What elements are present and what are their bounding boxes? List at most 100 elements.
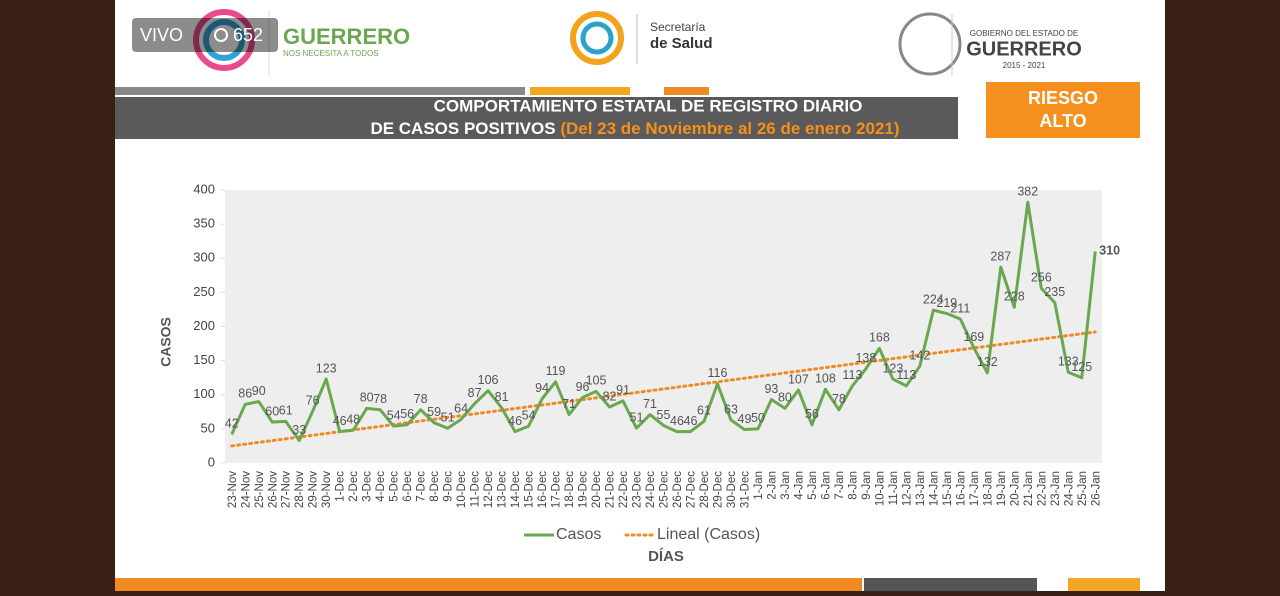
data-label: 310 [1099,244,1120,258]
eye-icon [214,28,228,42]
data-label: 138 [855,351,876,365]
x-tick-label: 28-Nov [294,471,306,508]
data-label: 169 [963,330,984,344]
x-tick-label: 5-Jan [807,471,819,500]
x-tick-label: 24-Nov [240,471,252,508]
data-label: 46 [684,414,698,428]
x-tick-label: 12-Dec [483,471,495,508]
x-tick-label: 7-Jan [834,471,846,500]
data-label: 64 [454,402,468,416]
x-tick-label: 22-Dec [618,471,630,508]
x-tick-label: 6-Dec [402,471,414,502]
data-label: 61 [279,404,293,418]
y-tick-label: 400 [193,181,215,196]
data-label: 78 [832,392,846,406]
x-tick-label: 21-Dec [605,471,617,508]
risk-box [986,82,1140,138]
x-tick-label: 11-Jan [888,471,900,505]
x-tick-label: 2-Dec [348,471,360,502]
data-label: 113 [842,368,862,382]
data-label: 168 [869,331,890,345]
data-label: 256 [1031,271,1052,285]
data-label: 96 [576,380,590,394]
x-tick-label: 29-Nov [308,471,320,508]
data-label: 46 [670,414,684,428]
data-label: 219 [936,296,957,310]
data-label: 123 [316,361,337,375]
data-label: 105 [586,374,607,388]
x-tick-label: 11-Dec [470,471,482,507]
data-label: 61 [697,404,711,418]
x-tick-label: 8-Jan [847,471,859,500]
side-right [1165,0,1280,591]
y-tick-label: 350 [193,216,215,231]
x-tick-label: 16-Dec [537,471,549,508]
data-label: 46 [333,414,347,428]
x-tick-label: 3-Jan [780,471,792,500]
x-tick-label: 22-Jan [1036,471,1048,506]
x-tick-label: 1-Jan [753,471,765,500]
live-badge [132,18,278,52]
x-tick-label: 23-Jan [1050,471,1062,506]
data-label: 142 [909,348,930,362]
stripe [115,578,862,591]
data-label: 116 [708,366,728,380]
ministry: de Salud [650,35,713,52]
logo-icon [193,9,962,76]
x-tick-label: 18-Jan [982,471,994,506]
data-label: 81 [495,390,509,404]
title: COMPORTAMIENTO ESTATAL DE REGISTRO DIARI… [434,96,863,115]
x-tick-label: 18-Dec [564,471,576,508]
x-tick-label: 28-Dec [699,471,711,508]
x-axis-title: DÍAS [648,548,684,565]
x-tick-label: 13-Dec [497,471,509,508]
data-label: 107 [788,372,809,386]
data-label: 46 [508,414,522,428]
x-tick-label: 14-Dec [510,471,522,508]
side-left [0,0,115,591]
x-tick-label: 19-Dec [578,471,590,508]
data-label: 49 [738,412,752,426]
x-tick-label: 30-Nov [321,471,333,508]
data-label: 123 [882,361,903,375]
data-label: 56 [400,407,414,421]
data-label: 235 [1044,285,1065,299]
data-label: 224 [923,292,944,306]
x-tick-label: 20-Dec [591,471,603,508]
data-label: 91 [616,383,630,397]
x-tick-label: 17-Jan [969,471,981,506]
data-label: 76 [306,393,320,407]
data-label: 56 [805,407,819,421]
stripe [530,87,630,95]
data-label: 94 [535,381,549,395]
data-label: 54 [387,408,401,422]
stripe [664,87,709,95]
y-tick-label: 200 [193,318,215,333]
x-tick-label: 25-Dec [659,471,671,508]
x-tick-label: 31-Dec [739,471,751,508]
data-label: 50 [751,411,765,425]
x-tick-label: 17-Dec [551,471,563,508]
chart: 0 50 100 150 200 250 300 350 400 23-Nov 24-Nov 25-N… [193,181,1120,543]
trend-line [230,330,1097,448]
x-tick-label: 13-Jan [915,471,927,506]
x-tick-label: 4-Dec [375,471,387,502]
x-tick-label: 2-Jan [766,471,778,500]
data-label: 55 [657,408,671,422]
data-label: 113 [896,368,916,382]
data-label: 42 [225,417,239,431]
x-tick-label: 15-Dec [524,471,536,508]
x-tick-label: 8-Dec [429,471,441,502]
viewers: 652 [233,25,263,45]
gov: GOBIERNO DEL ESTADO DE [970,29,1078,38]
data-label: 119 [546,364,566,378]
x-tick-label: 25-Nov [254,471,266,508]
data-label: 125 [1071,360,1092,374]
title: DE CASOS POSITIVOS (Del 23 de Noviembre … [370,119,899,138]
y-tick-label: 250 [193,284,215,299]
data-label: 228 [1004,290,1025,304]
x-tick-label: 24-Dec [645,471,657,508]
stripe [115,87,525,95]
data-label: 48 [346,413,360,427]
